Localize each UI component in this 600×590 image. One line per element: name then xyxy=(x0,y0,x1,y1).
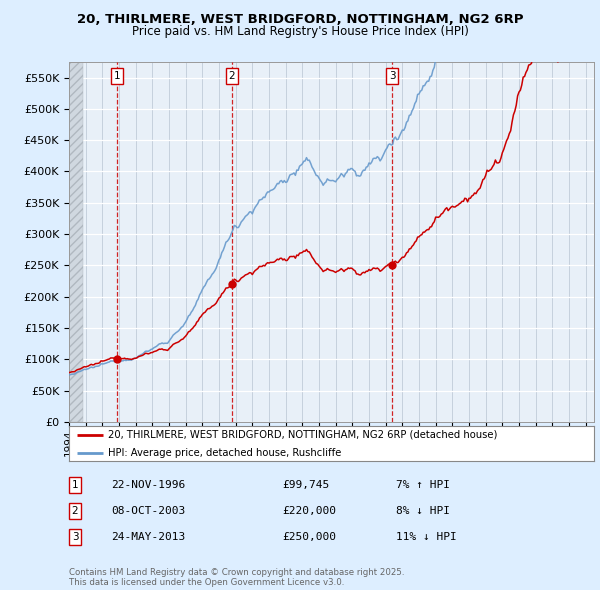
Text: Contains HM Land Registry data © Crown copyright and database right 2025.
This d: Contains HM Land Registry data © Crown c… xyxy=(69,568,404,587)
Text: 7% ↑ HPI: 7% ↑ HPI xyxy=(396,480,450,490)
Text: 3: 3 xyxy=(389,71,395,81)
Text: HPI: Average price, detached house, Rushcliffe: HPI: Average price, detached house, Rush… xyxy=(109,448,342,457)
Text: 24-MAY-2013: 24-MAY-2013 xyxy=(111,532,185,542)
Text: £220,000: £220,000 xyxy=(282,506,336,516)
Text: Price paid vs. HM Land Registry's House Price Index (HPI): Price paid vs. HM Land Registry's House … xyxy=(131,25,469,38)
Text: 2: 2 xyxy=(229,71,235,81)
Text: 2: 2 xyxy=(71,506,79,516)
Text: 08-OCT-2003: 08-OCT-2003 xyxy=(111,506,185,516)
Text: £250,000: £250,000 xyxy=(282,532,336,542)
Text: 1: 1 xyxy=(71,480,79,490)
Text: 1: 1 xyxy=(114,71,121,81)
Text: 11% ↓ HPI: 11% ↓ HPI xyxy=(396,532,457,542)
Text: 22-NOV-1996: 22-NOV-1996 xyxy=(111,480,185,490)
Text: 20, THIRLMERE, WEST BRIDGFORD, NOTTINGHAM, NG2 6RP (detached house): 20, THIRLMERE, WEST BRIDGFORD, NOTTINGHA… xyxy=(109,430,498,440)
Text: 8% ↓ HPI: 8% ↓ HPI xyxy=(396,506,450,516)
Text: £99,745: £99,745 xyxy=(282,480,329,490)
Text: 20, THIRLMERE, WEST BRIDGFORD, NOTTINGHAM, NG2 6RP: 20, THIRLMERE, WEST BRIDGFORD, NOTTINGHA… xyxy=(77,13,523,26)
Text: 3: 3 xyxy=(71,532,79,542)
